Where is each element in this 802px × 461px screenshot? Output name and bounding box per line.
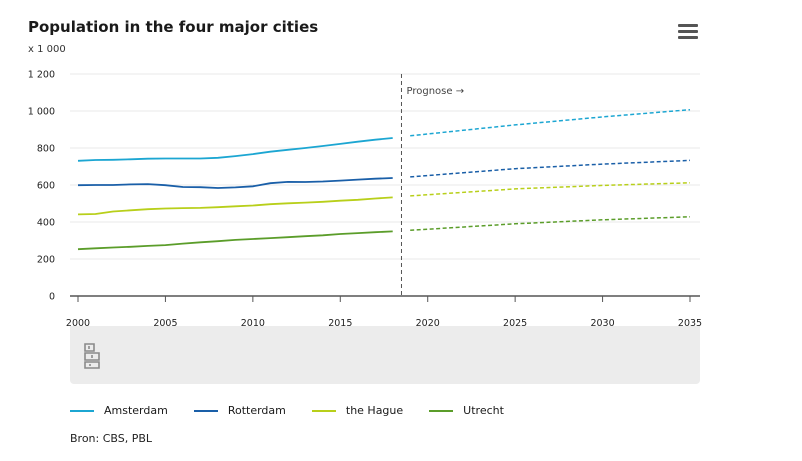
legend-swatch bbox=[311, 409, 336, 412]
y-tick-label: 600 bbox=[37, 181, 55, 192]
legend-label: Rotterdam bbox=[227, 404, 286, 417]
legend-label: Amsterdam bbox=[104, 404, 168, 417]
legend-item-the-hague[interactable]: the Hague bbox=[311, 404, 404, 417]
y-tick-label: 1 200 bbox=[28, 70, 55, 81]
x-tick-label: 2020 bbox=[416, 318, 440, 329]
series-line-utrecht bbox=[77, 230, 393, 251]
hamburger-menu-icon[interactable] bbox=[678, 24, 698, 42]
y-tick-label: 1 000 bbox=[28, 107, 55, 118]
legend-item-amsterdam[interactable]: Amsterdam bbox=[70, 404, 168, 417]
series-forecast-line-utrecht bbox=[410, 216, 691, 232]
series-forecast-line-amsterdam bbox=[410, 108, 691, 137]
source-note: Bron: CBS, PBL bbox=[70, 432, 153, 445]
legend-item-rotterdam[interactable]: Rotterdam bbox=[193, 404, 286, 417]
y-tick-label: 200 bbox=[37, 255, 55, 266]
y-tick-label: 0 bbox=[49, 292, 55, 303]
x-tick-label: 2035 bbox=[678, 318, 702, 329]
legend-item-utrecht[interactable]: Utrecht bbox=[429, 404, 504, 417]
y-tick-label: 400 bbox=[37, 218, 55, 229]
x-tick-label: 2015 bbox=[328, 318, 352, 329]
legend-swatch bbox=[70, 409, 94, 412]
x-tick-label: 2000 bbox=[66, 318, 90, 329]
chart-legend: Amsterdam Rotterdam the Hague Utrecht bbox=[70, 404, 530, 417]
legend-label: Utrecht bbox=[463, 404, 504, 417]
legend-label: the Hague bbox=[345, 404, 404, 417]
legend-swatch bbox=[193, 409, 218, 412]
x-tick-label: 2030 bbox=[590, 318, 614, 329]
series-line-rotterdam bbox=[77, 177, 393, 189]
x-tick-label: 2025 bbox=[503, 318, 527, 329]
legend-swatch bbox=[429, 409, 454, 412]
series-forecast-line-the-hague bbox=[410, 182, 691, 197]
menu-bar bbox=[678, 24, 698, 27]
series-line-the-hague bbox=[77, 196, 393, 216]
x-tick-label: 2010 bbox=[241, 318, 265, 329]
chart-title: Population in the four major cities bbox=[28, 18, 319, 36]
menu-bar bbox=[678, 36, 698, 39]
logo-band bbox=[70, 326, 700, 384]
x-tick-label: 2005 bbox=[153, 318, 177, 329]
forecast-label: Prognose → bbox=[406, 86, 464, 97]
series-forecast-line-rotterdam bbox=[410, 159, 691, 178]
cbs-logo-icon bbox=[84, 343, 100, 369]
menu-bar bbox=[678, 30, 698, 33]
series-line-amsterdam bbox=[77, 137, 393, 162]
y-axis-unit-label: x 1 000 bbox=[28, 44, 66, 55]
line-chart: 0 200 400 600 800 1 000 1 200 2000 2005 2010 2015 2… bbox=[28, 70, 702, 330]
y-tick-label: 800 bbox=[37, 144, 55, 155]
